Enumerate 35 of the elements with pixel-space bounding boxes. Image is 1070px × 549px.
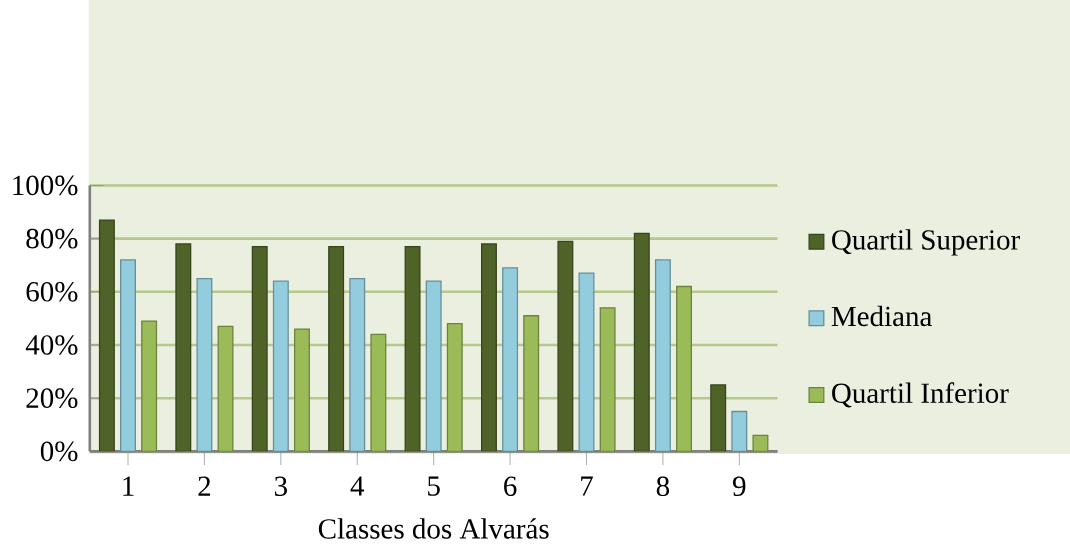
bar <box>502 267 519 452</box>
bar <box>141 320 158 452</box>
y-tick-label: 0% <box>40 441 78 462</box>
y-tick-label: 20% <box>26 388 78 408</box>
x-tick-label: 5 <box>428 476 440 496</box>
x-tick-label: 9 <box>732 476 746 496</box>
bar <box>98 219 115 452</box>
legend-label: Quartil Superior <box>832 229 1020 256</box>
x-tick-label: 3 <box>274 476 287 496</box>
y-tick-label: 40% <box>25 334 78 355</box>
bar <box>328 245 345 452</box>
y-tick-label: 60% <box>26 281 78 302</box>
bar <box>654 259 671 452</box>
x-tick-label: 1 <box>123 476 134 496</box>
bar <box>599 306 616 452</box>
bar <box>480 243 497 452</box>
bar <box>293 328 310 452</box>
x-tick-label: 2 <box>198 476 211 496</box>
y-tick-label: 100% <box>13 175 78 196</box>
y-tick-label: 80% <box>26 228 78 249</box>
bar <box>217 325 234 452</box>
legend-label: Mediana <box>831 305 932 327</box>
bar <box>752 434 769 452</box>
x-tick-label: 8 <box>656 476 670 496</box>
x-tick-label: 6 <box>504 476 517 496</box>
bar <box>676 285 693 452</box>
x-tick-label: 7 <box>581 476 593 496</box>
bar <box>370 333 387 452</box>
x-tick-label: 4 <box>350 476 365 496</box>
x-axis-title: Classes dos Alvarás <box>318 518 549 539</box>
legend-label: Quartil Inferior <box>832 382 1009 408</box>
bar <box>523 314 540 452</box>
bar <box>446 322 463 452</box>
bar <box>272 280 289 452</box>
bar <box>120 259 136 452</box>
